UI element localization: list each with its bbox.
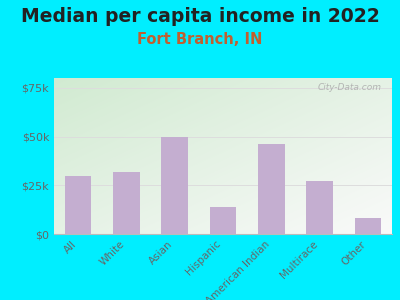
Text: Fort Branch, IN: Fort Branch, IN [137, 32, 263, 46]
Bar [210, 207, 236, 234]
Bar [162, 136, 188, 234]
Bar [354, 218, 381, 234]
Bar [113, 172, 140, 234]
Bar [65, 176, 92, 234]
Text: Median per capita income in 2022: Median per capita income in 2022 [21, 8, 379, 26]
Text: City-Data.com: City-Data.com [318, 83, 382, 92]
Bar [306, 181, 333, 234]
Bar [258, 144, 284, 234]
